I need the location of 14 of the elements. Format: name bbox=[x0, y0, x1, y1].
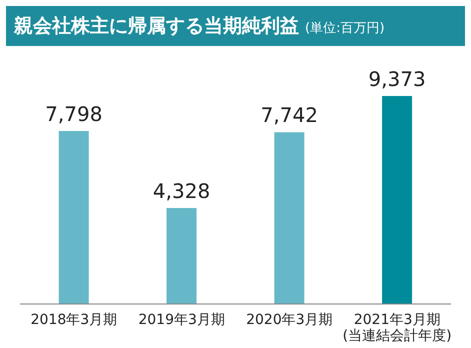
bar bbox=[58, 130, 89, 304]
bar bbox=[274, 132, 304, 304]
data-label: 4,328 bbox=[152, 178, 210, 203]
data-label: 7,798 bbox=[45, 102, 102, 126]
x-tick-label: 2018年3月期 bbox=[30, 312, 118, 328]
bar bbox=[166, 208, 197, 304]
x-tick-label: 2020年3月期 bbox=[246, 312, 333, 328]
data-label: 7,742 bbox=[260, 103, 318, 128]
x-tick-label: 2021年3月期(当連結会計年度) bbox=[342, 312, 452, 344]
x-tick-label: 2019年3月期 bbox=[138, 312, 225, 328]
bar bbox=[382, 96, 412, 304]
chart-subtitle: (単位:百万円) bbox=[305, 20, 385, 37]
data-label: 9,373 bbox=[368, 67, 426, 91]
chart-title: 親会社株主に帰属する当期純利益 bbox=[14, 14, 299, 39]
